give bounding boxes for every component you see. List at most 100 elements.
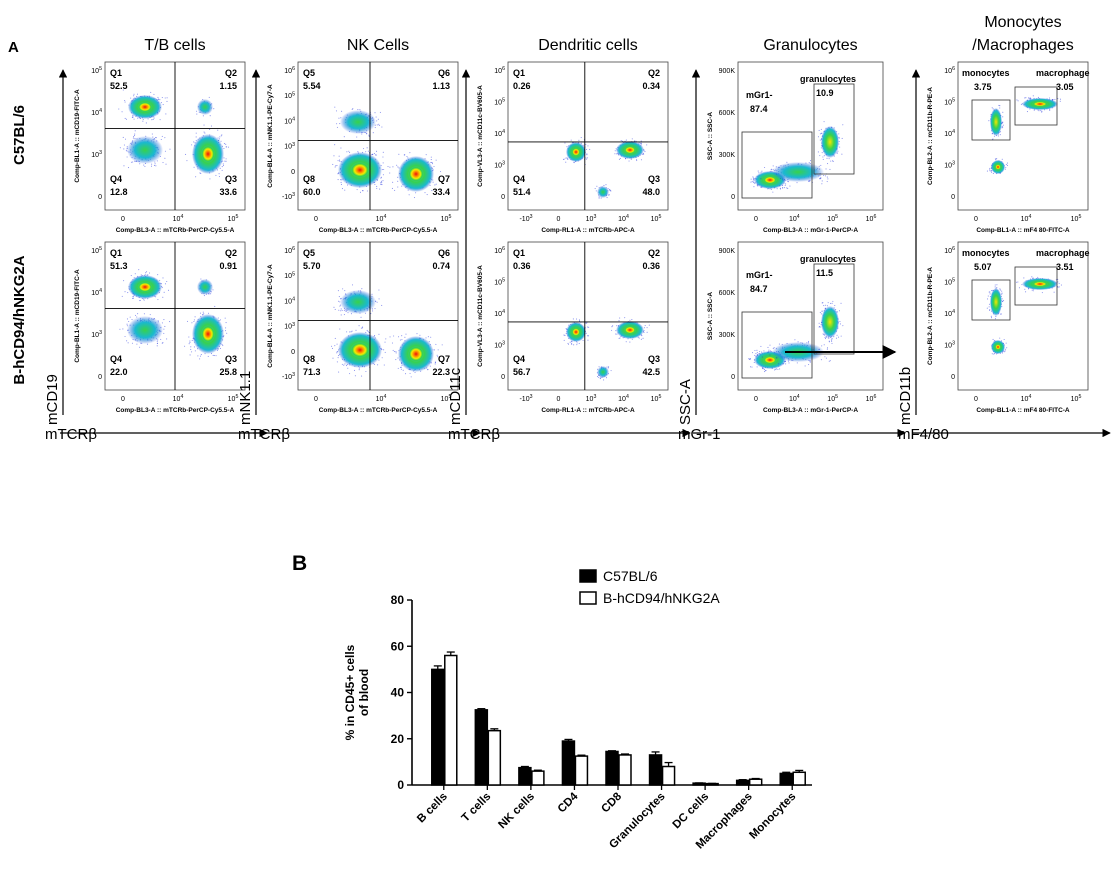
event-dot	[433, 349, 436, 351]
event-dot	[367, 150, 369, 152]
event-dot	[587, 335, 590, 337]
event-dot	[772, 165, 774, 167]
x-tick: 103	[586, 214, 597, 223]
event-dot	[823, 155, 825, 157]
event-dot	[381, 184, 383, 186]
event-dot	[830, 302, 832, 305]
event-dot	[344, 189, 346, 191]
event-dot	[439, 171, 442, 173]
event-dot	[339, 160, 341, 162]
event-dot	[586, 158, 588, 160]
event-dot	[189, 340, 191, 342]
event-dot	[357, 151, 359, 153]
x-tick: 106	[866, 394, 877, 403]
event-dot	[341, 363, 343, 365]
density-core	[137, 101, 153, 113]
event-dot	[163, 319, 165, 321]
event-dot	[151, 133, 153, 135]
y-tick: 0	[98, 194, 102, 201]
event-dot	[164, 137, 166, 139]
event-dot	[641, 335, 643, 337]
y-tick: 105	[494, 278, 505, 287]
event-dot	[585, 157, 587, 159]
event-dot	[822, 158, 824, 160]
event-dot	[370, 313, 372, 315]
event-dot	[809, 160, 812, 162]
event-dot	[571, 343, 573, 345]
event-dot	[150, 91, 152, 93]
event-dot	[137, 313, 139, 315]
event-dot	[343, 136, 345, 138]
event-dot	[224, 317, 226, 319]
quadrant-name: Q2	[648, 248, 660, 258]
y-tick: 106	[494, 246, 505, 255]
event-dot	[379, 188, 381, 190]
y-tick: 105	[91, 246, 102, 255]
event-dot	[380, 176, 382, 178]
event-dot	[775, 368, 777, 370]
event-dot	[770, 188, 772, 190]
event-dot	[605, 377, 608, 379]
event-dot	[424, 192, 426, 194]
plot-xlabel: Comp-BL3-A :: mGr-1-PerCP-A	[763, 407, 858, 414]
event-dot	[340, 310, 342, 312]
y-tick: 105	[91, 66, 102, 75]
quadrant-value: 5.54	[303, 81, 321, 91]
event-dot	[628, 160, 630, 162]
event-dot	[436, 354, 438, 356]
x-axis-label: mF4/80	[898, 426, 949, 443]
quadrant-name: Q3	[648, 354, 660, 364]
event-dot	[124, 99, 126, 102]
event-dot	[372, 132, 374, 134]
event-dot	[131, 318, 133, 321]
event-dot	[134, 314, 137, 316]
event-dot	[365, 370, 367, 373]
quadrant-name: Q6	[438, 68, 450, 78]
event-dot	[611, 326, 613, 328]
event-dot	[748, 358, 750, 360]
event-dot	[365, 151, 367, 153]
event-dot	[586, 157, 589, 159]
event-dot	[132, 116, 134, 118]
event-dot	[580, 136, 582, 139]
y-tick: 900K	[719, 248, 736, 255]
event-dot	[767, 346, 769, 349]
plot-ylabel: Comp-BL4-A :: mNK1.1-PE-Cy7-A	[267, 84, 274, 188]
event-dot	[154, 163, 156, 165]
event-dot	[145, 272, 147, 274]
event-dot	[413, 196, 416, 199]
y-tick: 0	[501, 194, 505, 201]
quadrant-name: Q7	[438, 354, 450, 364]
event-dot	[148, 272, 151, 274]
event-dot	[335, 110, 338, 112]
event-dot	[838, 133, 840, 135]
x-axis-label: mTCRβ	[448, 426, 500, 443]
y-axis-label: mCD11c	[447, 367, 464, 425]
event-dot	[351, 330, 353, 332]
quadrant-value: 0.36	[642, 261, 660, 271]
event-dot	[838, 336, 840, 338]
x-tick: 105	[441, 394, 452, 403]
event-dot	[134, 273, 136, 275]
event-dot	[427, 336, 429, 338]
event-dot	[397, 186, 399, 188]
x-tick: -103	[519, 394, 532, 403]
density-blob	[340, 110, 376, 134]
event-dot	[782, 187, 784, 189]
event-dot	[430, 336, 432, 338]
plot-xlabel: Comp-BL3-A :: mGr-1-PerCP-A	[763, 227, 858, 234]
event-dot	[615, 333, 617, 335]
event-dot	[387, 165, 389, 168]
event-dot	[427, 369, 429, 371]
event-dot	[331, 345, 333, 347]
density-core	[350, 341, 370, 359]
event-dot	[434, 362, 436, 364]
event-dot	[124, 138, 127, 140]
event-dot	[842, 124, 844, 126]
event-dot	[122, 136, 124, 138]
event-dot	[344, 290, 346, 292]
event-dot	[225, 158, 227, 160]
event-dot	[220, 140, 222, 142]
event-dot	[821, 310, 823, 312]
event-dot	[586, 322, 588, 324]
